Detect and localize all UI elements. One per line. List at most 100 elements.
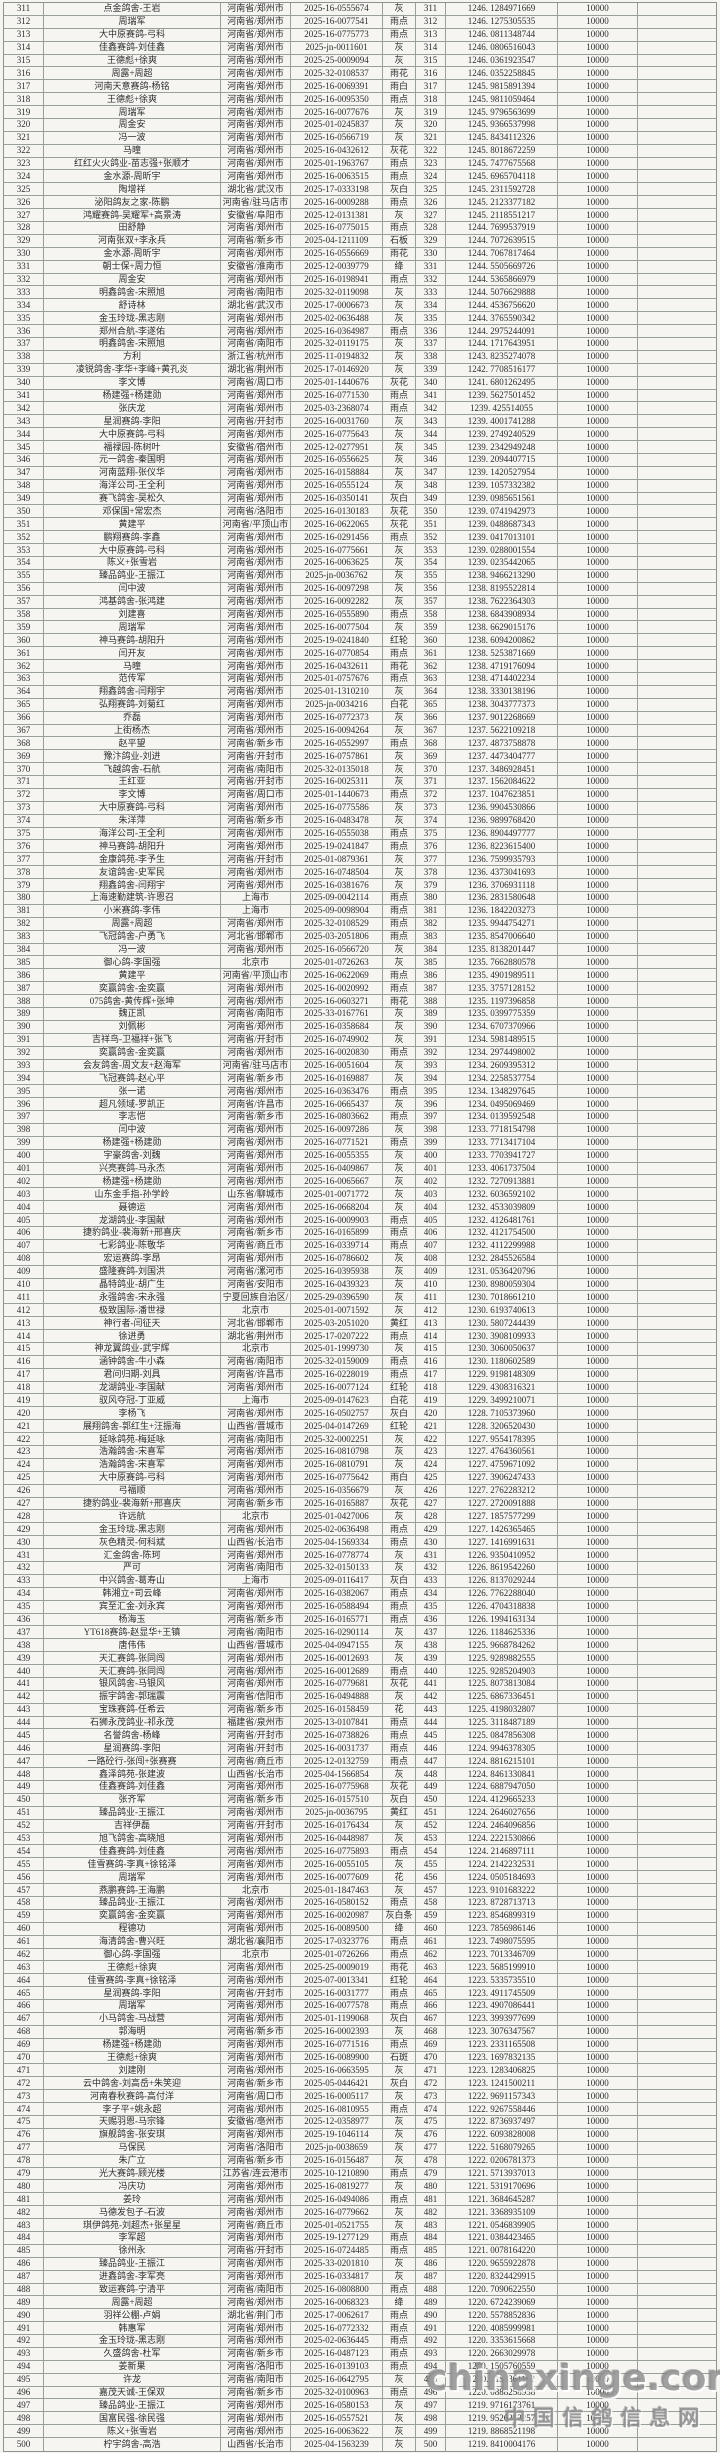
rank-cell: 376 [4, 840, 44, 853]
table-row: 488 致运赛鸽-宁清平 河南省/南阳市 2025-16-0808800 雨点 488 12… [4, 2283, 716, 2297]
speed-cell: 1221. 0546839905 [446, 2219, 558, 2231]
rank-cell: 500 [4, 2438, 44, 2451]
ring-number-cell: 2025-16-0339714 [291, 1239, 383, 1252]
table-row: 387 奕赢鸽舍-金奕赢 河南省/郑州市 2025-16-0020992 雨点 387 12… [4, 982, 716, 996]
fancier-name-cell: 冯一波 [44, 943, 221, 956]
speed-cell: 1226. 9350410952 [446, 1549, 558, 1561]
rank-repeat-cell: 378 [416, 866, 446, 879]
fancier-name-cell: 周瑞军 [44, 106, 221, 118]
feather-color-cell: 灰 [383, 2373, 416, 2386]
feather-color-cell: 雨点 [383, 1716, 416, 1729]
ring-number-cell: 2025-05-0446421 [291, 2077, 383, 2090]
speed-cell: 1239. 2094407715 [446, 453, 558, 466]
prize-cell: 10000 [558, 144, 638, 157]
fancier-name-cell: 王德彪+徐爽 [44, 1961, 221, 1974]
rank-cell: 387 [4, 982, 44, 995]
table-row: 372 李文博 河南省/周口市 2025-01-1440673 雨点 372 1237. 1… [4, 788, 716, 802]
rank-cell: 311 [4, 3, 44, 15]
speed-cell: 1246. 0352258845 [446, 67, 558, 80]
feather-color-cell: 灰白条 [383, 1909, 416, 1922]
feather-color-cell: 灰 [383, 595, 416, 608]
feather-color-cell: 花 [383, 1871, 416, 1884]
table-row: 385 御心鸽-李国强 北京市 2025-01-0726263 灰 385 1235. 76… [4, 956, 716, 970]
prize-cell: 10000 [558, 1793, 638, 1806]
empty-cell [638, 505, 716, 517]
region-cell: 河南省/郑州市 [221, 312, 291, 325]
region-cell: 山东省/聊城市 [221, 1188, 291, 1201]
table-row: 340 李文博 河南省/周口市 2025-01-1440676 灰花 340 1241. 6… [4, 376, 716, 390]
ring-number-cell: 2025-12-0131381 [291, 209, 383, 222]
feather-color-cell: 雨点 [383, 1355, 416, 1368]
ring-number-cell: 2025-16-0432612 [291, 144, 383, 157]
table-row: 406 捷豹鸽业-裴海新+邢喜庆 河南省/新乡市 2025-16-0165899 雨点 4… [4, 1227, 716, 1240]
table-row: 376 神马赛鸽-胡阳升 河南省/郑州市 2025-19-0241847 雨点 376 12… [4, 840, 716, 854]
ring-number-cell: 2025-16-0005117 [291, 2090, 383, 2103]
prize-cell: 10000 [558, 1007, 638, 1020]
prize-cell: 10000 [558, 505, 638, 518]
rank-cell: 388 [4, 995, 44, 1007]
fancier-name-cell: 飞冠鸽舍-户勇飞 [44, 930, 221, 943]
table-row: 453 旭飞鸽舍-高晓旭 河南省/郑州市 2025-16-0448987 灰 453 122… [4, 1832, 716, 1846]
region-cell: 河南省/郑州市 [221, 634, 291, 647]
prize-cell: 10000 [558, 1136, 638, 1149]
empty-cell [638, 1691, 716, 1703]
rank-cell: 477 [4, 2141, 44, 2154]
feather-color-cell: 灰 [383, 801, 416, 814]
rank-repeat-cell: 324 [416, 170, 446, 183]
ring-number-cell: 2025-16-0502757 [291, 1407, 383, 1420]
prize-cell: 10000 [558, 1111, 638, 1123]
speed-cell: 1220. 5578852836 [446, 2309, 558, 2322]
rank-repeat-cell: 335 [416, 312, 446, 325]
feather-color-cell: 灰 [383, 1561, 416, 1574]
table-row: 445 名誉鸽舍-杨峰 河南省/开封市 2025-16-0738826 雨点 445 122… [4, 1729, 716, 1743]
rank-repeat-cell: 441 [416, 1677, 446, 1690]
rank-repeat-cell: 431 [416, 1549, 446, 1561]
rank-cell: 385 [4, 956, 44, 969]
ring-number-cell: 2025-25-0009094 [291, 54, 383, 67]
feather-color-cell: 灰 [383, 853, 416, 866]
region-cell: 河南省/郑州市 [221, 995, 291, 1007]
ring-number-cell: 2025-16-0077541 [291, 15, 383, 28]
fancier-name-cell: 明鑫鸽舍-宋照旭 [44, 337, 221, 350]
prize-cell: 10000 [558, 1987, 638, 2000]
feather-color-cell: 灰 [383, 3, 416, 15]
table-row: 379 翔鑫鸽舍-闫翔宇 河南省/郑州市 2025-16-0381676 灰 379 123… [4, 879, 716, 892]
region-cell: 河南省/郑州市 [221, 3, 291, 15]
rank-repeat-cell: 317 [416, 80, 446, 93]
prize-cell: 10000 [558, 1304, 638, 1317]
rank-cell: 318 [4, 93, 44, 106]
rank-repeat-cell: 456 [416, 1871, 446, 1884]
feather-color-cell: 灰 [383, 363, 416, 376]
empty-cell [638, 1794, 716, 1806]
rank-repeat-cell: 398 [416, 1123, 446, 1136]
prize-cell: 10000 [558, 827, 638, 840]
rank-cell: 340 [4, 376, 44, 389]
prize-cell: 10000 [558, 1446, 638, 1458]
rank-cell: 498 [4, 2412, 44, 2425]
empty-cell [638, 2361, 716, 2373]
empty-cell [638, 2000, 716, 2012]
empty-cell [638, 609, 716, 621]
table-row: 409 盛隆赛鸽-刘国洪 河南省/漯河市 2025-16-0395938 灰 409 123… [4, 1265, 716, 1279]
speed-cell: 1222. 9691157343 [446, 2090, 558, 2103]
rank-repeat-cell: 326 [416, 196, 446, 209]
fancier-name-cell: 马保民 [44, 2141, 221, 2154]
rank-cell: 423 [4, 1446, 44, 1458]
empty-cell [638, 1124, 716, 1136]
region-cell: 河北省/邯郸市 [221, 1317, 291, 1330]
speed-cell: 1226. 1994163134 [446, 1613, 558, 1626]
region-cell: 河南省/郑州市 [221, 428, 291, 441]
rank-cell: 409 [4, 1265, 44, 1278]
fancier-name-cell: 臻品鸽业-王振江 [44, 1896, 221, 1909]
feather-color-cell: 灰 [383, 2399, 416, 2412]
feather-color-cell: 雨花 [383, 660, 416, 672]
empty-cell [638, 1201, 716, 1213]
ring-number-cell: 2025-16-0748504 [291, 866, 383, 879]
feather-color-cell: 雨点 [383, 969, 416, 982]
prize-cell: 10000 [558, 1059, 638, 1072]
table-row: 478 朱广立 河南省/新乡市 2025-16-0156487 灰 478 1222. 02… [4, 2154, 716, 2168]
region-cell: 河南省/新乡市 [221, 1072, 291, 1085]
rank-repeat-cell: 462 [416, 1948, 446, 1961]
region-cell: 河南省/开封市 [221, 2244, 291, 2257]
table-row: 454 佳鑫赛鸽-刘佳鑫 河南省/郑州市 2025-16-0775893 雨点 454 12… [4, 1845, 716, 1859]
